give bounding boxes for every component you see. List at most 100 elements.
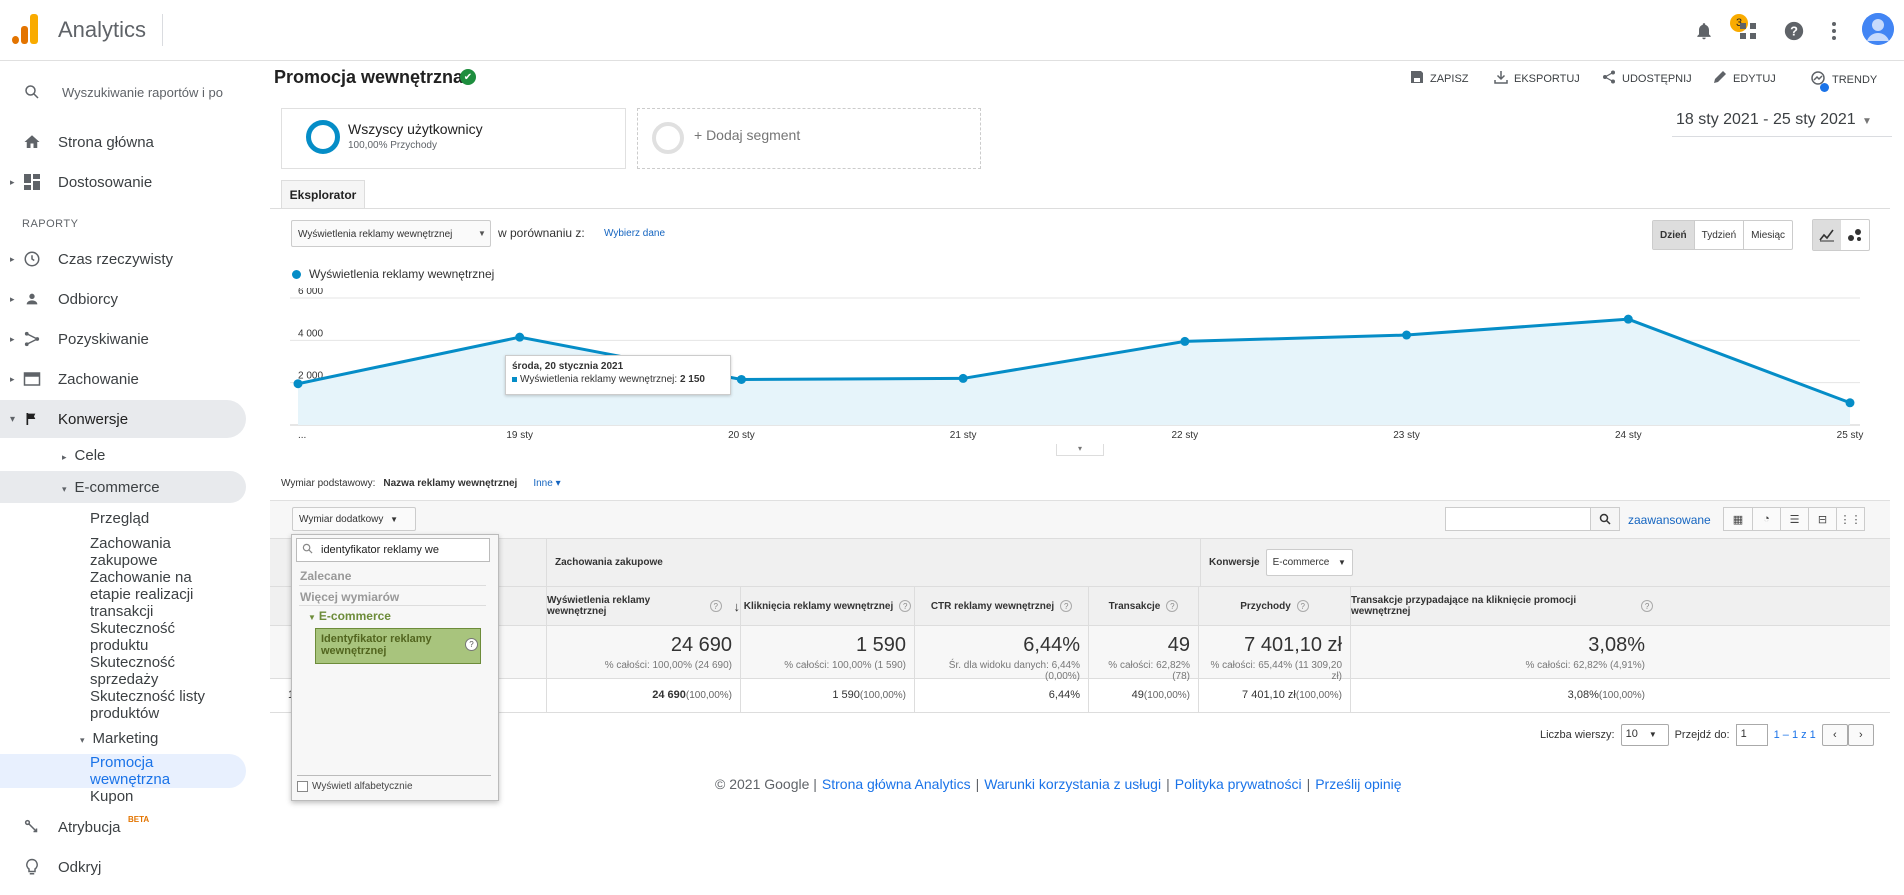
comparison-view-icon[interactable]: ⊟ [1808,508,1836,530]
footer-terms-link[interactable]: Warunki korzystania z usługi [984,776,1162,792]
help-icon[interactable]: ? [465,638,478,651]
more-vert-icon[interactable] [1820,17,1848,45]
goto-page-input[interactable]: 1 [1735,724,1768,746]
help-icon[interactable]: ? [710,600,722,612]
group-conversions: Konwersje E-commerce ▼ [1201,539,1890,586]
table-search-input[interactable] [1445,507,1591,531]
sidebar-item-label: Atrybucja [58,818,121,836]
prev-page-button[interactable]: ‹ [1821,724,1848,746]
sort-desc-icon[interactable]: ↓ [733,598,741,614]
share-button[interactable]: UDOSTĘPNIJ [1602,70,1692,87]
insights-button[interactable]: TRENDY [1810,70,1877,92]
sidebar-item-checkout-behavior[interactable]: Zachowanie na etapie realizacji transakc… [90,569,194,620]
other-dimension-link[interactable]: Inne ▾ [533,478,561,489]
segment-subtitle: 100,00% Przychody [348,140,437,151]
sidebar-item-attribution[interactable]: Atrybucja BETA [0,815,260,839]
sidebar-item-product-list-performance[interactable]: Skuteczność listy produktów [90,688,206,722]
help-icon[interactable]: ? [1641,600,1653,612]
x-tick-label: 25 sty [1837,430,1864,441]
row-percent: (100,00%) [1143,690,1190,701]
period-month-button[interactable]: Miesiąc [1743,221,1792,249]
goto-label: Przejdź do: [1674,729,1730,741]
share-icon [1602,70,1616,87]
chevron-down-icon[interactable]: ▼ [1862,116,1872,127]
sidebar-item-marketing[interactable]: ▾ Marketing [80,730,158,749]
chart-collapse-toggle[interactable]: ▾ [1056,444,1104,456]
alphabetical-toggle[interactable]: Wyświetl alfabetycznie [297,781,413,792]
line-chart-icon[interactable] [1813,220,1841,250]
pivot-view-icon[interactable]: ⋮⋮ [1836,508,1864,530]
report-search-input[interactable]: Wyszukiwanie raportów i po [62,84,224,100]
sidebar-item-product-performance[interactable]: Skuteczność produktu [90,620,176,654]
divider [299,585,486,586]
advanced-filter-link[interactable]: zaawansowane [1628,513,1711,527]
conversions-select[interactable]: E-commerce ▼ [1265,549,1353,576]
sidebar-item-audience[interactable]: ▸ Odbiorcy [0,287,260,311]
column-header[interactable]: Transakcje przypadające na kliknięcie pr… [1351,587,1653,625]
pencil-icon [1713,70,1727,87]
export-button[interactable]: EKSPORTUJ [1494,70,1580,87]
sidebar-item-shopping-behavior[interactable]: Zachowania zakupowe [90,535,171,569]
column-header[interactable]: Wyświetlenia reklamy wewnętrznej? ↓ [547,587,741,625]
sidebar-item-home[interactable]: Strona główna [0,130,260,154]
data-point [1402,330,1412,340]
search-icon[interactable] [1590,507,1620,531]
primary-dimension-value[interactable]: Nazwa reklamy wewnętrznej [383,478,518,489]
footer-feedback-link[interactable]: Prześlij opinię [1315,776,1402,792]
choose-metric-link[interactable]: Wybierz dane [604,228,666,239]
dimension-group-ecommerce[interactable]: ▼ E-commerce [308,609,391,623]
next-page-button[interactable]: › [1847,724,1874,746]
data-point [958,373,968,383]
sidebar-item-customization[interactable]: ▸ Dostosowanie [0,170,260,194]
footer-separator: | [1166,776,1170,792]
period-week-button[interactable]: Tydzień [1693,221,1743,249]
secondary-dimension-button[interactable]: Wymiar dodatkowy ▼ [292,507,416,531]
dimension-search-input[interactable]: identyfikator reklamy we [296,538,490,562]
help-icon[interactable]: ? [1060,600,1073,612]
column-header[interactable]: Przychody? [1199,587,1351,625]
date-range-picker[interactable]: 18 sty 2021 - 25 sty 2021 [1676,111,1856,128]
tab-explorer[interactable]: Eksplorator [281,180,365,209]
sidebar-item-internal-promotion[interactable]: Promocja wewnętrzna [90,754,171,788]
column-header[interactable]: Kliknięcia reklamy wewnętrznej? [741,587,915,625]
save-button[interactable]: ZAPISZ [1410,70,1469,87]
footer-home-link[interactable]: Strona główna Analytics [821,776,971,792]
apps-grid-icon[interactable] [1734,17,1762,45]
help-icon[interactable]: ? [1166,600,1179,612]
data-point [1180,336,1190,346]
alphabetical-checkbox[interactable] [297,781,308,792]
footer-privacy-link[interactable]: Polityka prywatności [1174,776,1302,792]
sidebar-item-behavior[interactable]: ▸ Zachowanie [0,367,260,391]
sidebar-item-sales-performance[interactable]: Skuteczność sprzedaży [90,654,176,688]
metric-selector[interactable]: Wyświetlenia reklamy wewnętrznej [291,220,491,247]
sidebar-item-ecommerce[interactable]: ▾ E-commerce [62,479,160,498]
bar-view-icon[interactable]: ☰ [1780,508,1808,530]
column-header[interactable]: Transakcje? [1089,587,1199,625]
table-view-icon[interactable]: ▦ [1724,508,1752,530]
sidebar-item-coupon[interactable]: Kupon [90,788,134,805]
totals-value: 6,44% [1023,634,1080,656]
account-avatar[interactable] [1862,13,1894,45]
collapse-arrow-icon: ▼ [308,613,316,622]
other-label: Inne [533,478,553,489]
help-icon[interactable]: ? [1296,600,1309,612]
rows-per-page-select[interactable]: 10 ▼ [1620,724,1669,746]
notifications-bell-icon[interactable] [1690,17,1718,45]
edit-button[interactable]: EDYTUJ [1713,70,1776,87]
motion-chart-icon[interactable] [1841,220,1869,250]
dimension-option-internal-ad-id[interactable]: Identyfikator reklamy wewnętrznej [315,628,481,664]
help-icon[interactable]: ? [899,600,912,612]
sidebar-item-ecom-overview[interactable]: Przegląd [90,510,150,527]
report-search[interactable]: Wyszukiwanie raportów i po [0,74,260,110]
add-segment-button[interactable] [637,108,981,169]
chevron-down-icon: ▼ [1648,730,1657,739]
sidebar-item-goals[interactable]: ▸ Cele [62,447,105,466]
pie-view-icon[interactable]: ◔ [1752,508,1780,530]
sidebar-item-conversions[interactable]: ▾ Konwersje [0,400,246,438]
sidebar-item-acquisition[interactable]: ▸ Pozyskiwanie [0,327,260,351]
help-icon[interactable]: ? [1780,17,1808,45]
sidebar-item-realtime[interactable]: ▸ Czas rzeczywisty [0,247,260,271]
period-day-button[interactable]: Dzień [1653,221,1694,249]
column-header[interactable]: CTR reklamy wewnętrznej? [915,587,1089,625]
sidebar-item-discover[interactable]: Odkryj [0,855,260,879]
